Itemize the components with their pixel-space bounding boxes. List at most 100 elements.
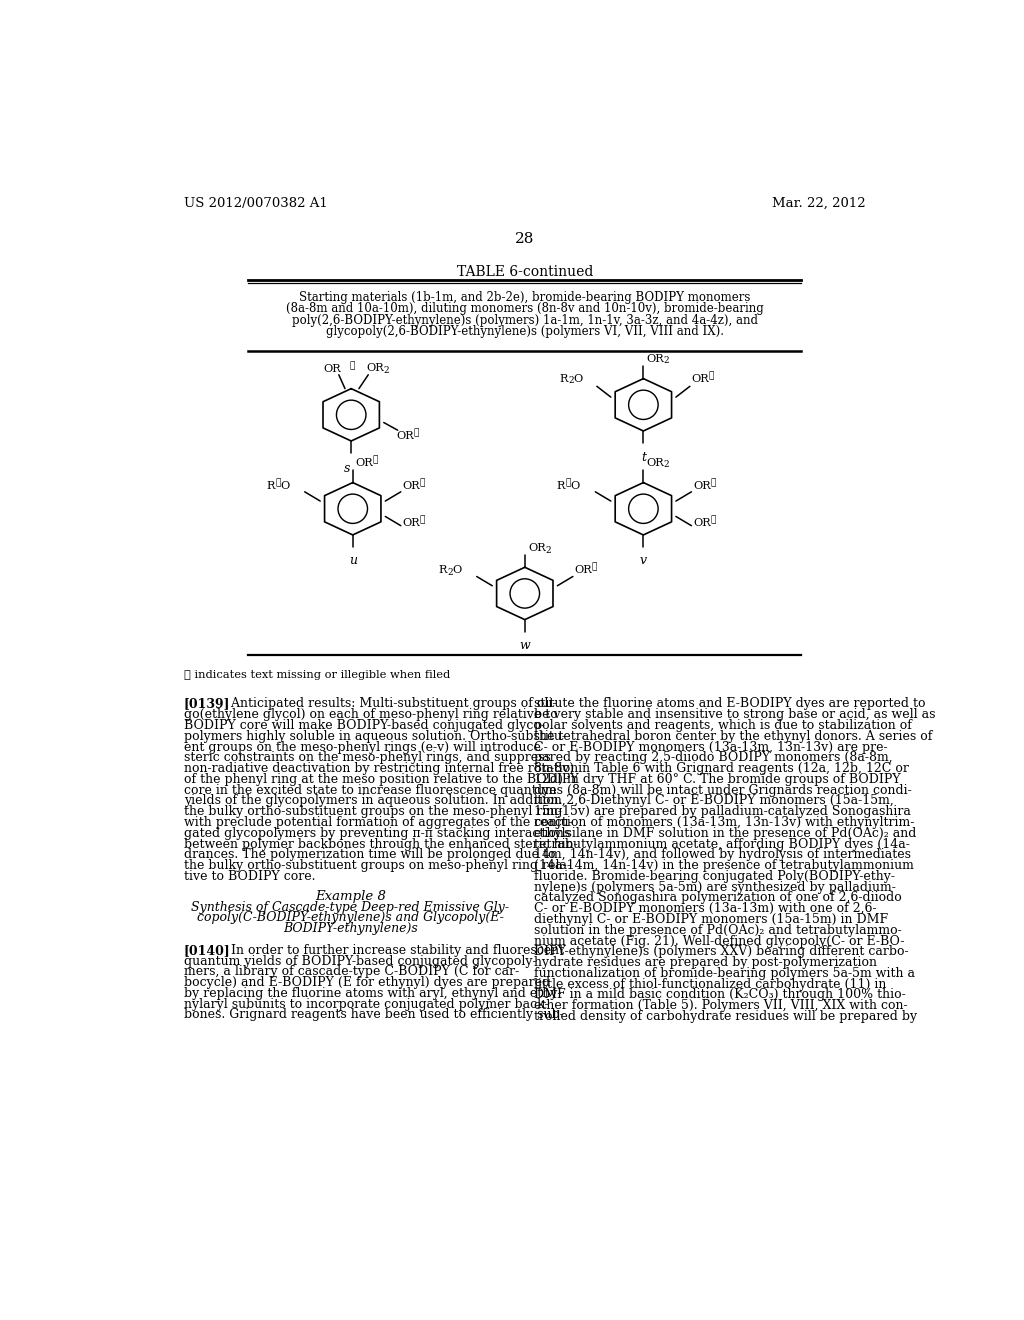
Text: O: O (573, 374, 583, 384)
Text: ent groups on the meso-phenyl rings (e-v) will introduce: ent groups on the meso-phenyl rings (e-v… (183, 741, 541, 754)
Text: dyes (8a-8m) will be intact under Grignards reaction condi-: dyes (8a-8m) will be intact under Grigna… (535, 784, 911, 797)
Text: quantum yields of BODIPY-based conjugated glycopoly-: quantum yields of BODIPY-based conjugate… (183, 954, 537, 968)
Text: hydrate residues are prepared by post-polymerization: hydrate residues are prepared by post-po… (535, 956, 878, 969)
Text: non-radiative deactivation by restricting internal free rotation: non-radiative deactivation by restrictin… (183, 762, 579, 775)
Text: O: O (452, 565, 461, 576)
Text: Anticipated results: Multi-substituent groups of oli-: Anticipated results: Multi-substituent g… (219, 697, 556, 710)
Text: steric constraints on the meso-phenyl rings, and suppress: steric constraints on the meso-phenyl ri… (183, 751, 551, 764)
Text: of the phenyl ring at the meso position relative to the BODIPY: of the phenyl ring at the meso position … (183, 774, 579, 785)
Text: gated glycopolymers by preventing π-π stacking interactions: gated glycopolymers by preventing π-π st… (183, 826, 570, 840)
Text: reaction of monomers (13a-13m, 13n-13v) with ethynyltrim-: reaction of monomers (13a-13m, 13n-13v) … (535, 816, 914, 829)
Text: stitute the fluorine atoms and E-BODIPY dyes are reported to: stitute the fluorine atoms and E-BODIPY … (535, 697, 926, 710)
Text: ⓘ: ⓘ (420, 515, 425, 524)
Text: O: O (280, 480, 289, 491)
Text: ⓘ: ⓘ (373, 455, 378, 463)
Text: [0139]: [0139] (183, 697, 230, 710)
Text: copoly(C-BODIPY-ethynylene)s and Glycopoly(E-: copoly(C-BODIPY-ethynylene)s and Glycopo… (197, 911, 504, 924)
Text: OR: OR (646, 458, 665, 467)
Text: R: R (557, 480, 565, 491)
Text: 15n-15v) are prepared by palladium-catalyzed Sonogashira: 15n-15v) are prepared by palladium-catal… (535, 805, 911, 818)
Text: mers, a library of cascade-type C-BODIPY (C for car-: mers, a library of cascade-type C-BODIPY… (183, 965, 519, 978)
Text: C- or E-BODIPY monomers (13a-13m) with one of 2,6-: C- or E-BODIPY monomers (13a-13m) with o… (535, 903, 877, 915)
Text: s: s (343, 462, 350, 475)
Text: 14m, 14n-14v), and followed by hydrolysis of intermediates: 14m, 14n-14v), and followed by hydrolysi… (535, 849, 911, 862)
Text: DMF in a mild basic condition (K₂CO₃) through 100% thio-: DMF in a mild basic condition (K₂CO₃) th… (535, 989, 906, 1002)
Text: OR: OR (693, 480, 711, 491)
Text: v: v (640, 554, 647, 566)
Text: tetrabutylammonium acetate, affording BODIPY dyes (14a-: tetrabutylammonium acetate, affording BO… (535, 838, 910, 850)
Text: 12d) in dry THF at 60° C. The bromide groups of BODIPY: 12d) in dry THF at 60° C. The bromide gr… (535, 774, 901, 785)
Text: ⓘ indicates text missing or illegible when filed: ⓘ indicates text missing or illegible wh… (183, 669, 451, 680)
Text: u: u (349, 554, 356, 566)
Text: functionalization of bromide-bearing polymers 5a-5m with a: functionalization of bromide-bearing pol… (535, 966, 915, 979)
Text: poly(2,6-BODIPY-ethynylene)s (polymers) 1a-1m, 1n-1v, 3a-3z, and 4a-4z), and: poly(2,6-BODIPY-ethynylene)s (polymers) … (292, 314, 758, 327)
Text: C- or E-BODIPY monomers (13a-13m, 13n-13v) are pre-: C- or E-BODIPY monomers (13a-13m, 13n-13… (535, 741, 888, 754)
Text: trolled density of carbohydrate residues will be prepared by: trolled density of carbohydrate residues… (535, 1010, 918, 1023)
Text: ⓘ: ⓘ (592, 562, 597, 572)
Text: nylene)s (polymers 5a-5m) are synthesized by palladium-: nylene)s (polymers 5a-5m) are synthesize… (535, 880, 896, 894)
Text: diethynyl C- or E-BODIPY monomers (15a-15m) in DMF: diethynyl C- or E-BODIPY monomers (15a-1… (535, 913, 888, 927)
Text: by replacing the fluorine atoms with aryl, ethynyl and ethy-: by replacing the fluorine atoms with ary… (183, 987, 561, 1001)
Text: core in the excited state to increase fluorescence quantum: core in the excited state to increase fl… (183, 784, 556, 797)
Text: OR: OR (574, 565, 592, 576)
Text: OR: OR (646, 354, 665, 363)
Text: the bulky ortho-substituent groups on the meso-phenyl ring: the bulky ortho-substituent groups on th… (183, 805, 562, 818)
Text: w: w (519, 639, 530, 652)
Text: ether formation (Table 5). Polymers VII, VIII, XIX with con-: ether formation (Table 5). Polymers VII,… (535, 999, 907, 1012)
Text: polymers highly soluble in aqueous solution. Ortho-substitu-: polymers highly soluble in aqueous solut… (183, 730, 566, 743)
Text: 2: 2 (447, 568, 453, 577)
Text: solution in the presence of Pd(OAc)₂ and tetrabutylammo-: solution in the presence of Pd(OAc)₂ and… (535, 924, 902, 937)
Text: (8a-8m and 10a-10m), diluting monomers (8n-8v and 10n-10v), bromide-bearing: (8a-8m and 10a-10m), diluting monomers (… (286, 302, 764, 315)
Text: OR: OR (367, 363, 384, 372)
Text: In order to further increase stability and fluorescent: In order to further increase stability a… (219, 944, 564, 957)
Text: ⓘ: ⓘ (709, 371, 714, 380)
Text: 2: 2 (384, 366, 389, 375)
Text: OR: OR (693, 517, 711, 528)
Text: O: O (570, 480, 580, 491)
Text: with preclude potential formation of aggregates of the conju-: with preclude potential formation of agg… (183, 816, 572, 829)
Text: BODIPY core will make BODIPY-based conjugated glyco-: BODIPY core will make BODIPY-based conju… (183, 719, 545, 733)
Text: ethylsilane in DMF solution in the presence of Pd(OAc)₂ and: ethylsilane in DMF solution in the prese… (535, 826, 916, 840)
Text: ⓘ: ⓘ (710, 478, 716, 487)
Text: bones. Grignard reagents have been used to efficiently sub-: bones. Grignard reagents have been used … (183, 1008, 563, 1022)
Text: polar solvents and reagents, which is due to stabilization of: polar solvents and reagents, which is du… (535, 719, 912, 733)
Text: ⓘ: ⓘ (420, 478, 425, 487)
Text: 2: 2 (568, 376, 573, 385)
Text: the bulky ortho-substituent groups on meso-phenyl ring rela-: the bulky ortho-substituent groups on me… (183, 859, 571, 873)
Text: DIPY-ethynylene)s (polymers XXV) bearing different carbo-: DIPY-ethynylene)s (polymers XXV) bearing… (535, 945, 908, 958)
Text: nylaryl subunits to incorporate conjugated polymer back-: nylaryl subunits to incorporate conjugat… (183, 998, 549, 1011)
Text: nium acetate (Fig. 21). Well-defined glycopoly(C- or E-BO-: nium acetate (Fig. 21). Well-defined gly… (535, 935, 904, 948)
Text: tion. 2,6-Diethynyl C- or E-BODIPY monomers (15a-15m,: tion. 2,6-Diethynyl C- or E-BODIPY monom… (535, 795, 894, 808)
Text: pared by reacting 2,5-diiodo BODIPY monomers (8a-8m,: pared by reacting 2,5-diiodo BODIPY mono… (535, 751, 893, 764)
Text: R: R (438, 565, 446, 576)
Text: Synthesis of Cascade-type Deep-red Emissive Gly-: Synthesis of Cascade-type Deep-red Emiss… (191, 900, 510, 913)
Text: [0140]: [0140] (183, 944, 230, 957)
Text: bocycle) and E-BODIPY (E for ethynyl) dyes are prepared: bocycle) and E-BODIPY (E for ethynyl) dy… (183, 977, 550, 989)
Text: 2: 2 (545, 546, 551, 554)
Text: ⓘ: ⓘ (349, 362, 355, 370)
Text: OR: OR (528, 543, 546, 553)
Text: fluoride. Bromide-bearing conjugated Poly(BODIPY-ethy-: fluoride. Bromide-bearing conjugated Pol… (535, 870, 895, 883)
Text: glycopoly(2,6-BODIPY-ethynylene)s (polymers VI, VII, VIII and IX).: glycopoly(2,6-BODIPY-ethynylene)s (polym… (326, 326, 724, 338)
Text: R: R (560, 374, 568, 384)
Text: BODIPY-ethynylene)s: BODIPY-ethynylene)s (283, 923, 418, 936)
Text: go(ethylene glycol) on each of meso-phenyl ring relative to: go(ethylene glycol) on each of meso-phen… (183, 708, 557, 721)
Text: OR: OR (402, 480, 420, 491)
Text: US 2012/0070382 A1: US 2012/0070382 A1 (183, 197, 328, 210)
Text: OR: OR (691, 374, 710, 384)
Text: ⓘ: ⓘ (414, 428, 419, 437)
Text: Example 8: Example 8 (315, 890, 386, 903)
Text: tive to BODIPY core.: tive to BODIPY core. (183, 870, 315, 883)
Text: 2: 2 (664, 356, 669, 366)
Text: Starting materials (1b-1m, and 2b-2e), bromide-bearing BODIPY monomers: Starting materials (1b-1m, and 2b-2e), b… (299, 290, 751, 304)
Text: yields of the glycopolymers in aqueous solution. In addition,: yields of the glycopolymers in aqueous s… (183, 795, 565, 808)
Text: ⓘ: ⓘ (275, 478, 281, 487)
Text: catalyzed Sonogashira polymerization of one of 2,6-diiodo: catalyzed Sonogashira polymerization of … (535, 891, 902, 904)
Text: 8n-8v) in Table 6 with Grignard reagents (12a, 12b, 12C or: 8n-8v) in Table 6 with Grignard reagents… (535, 762, 909, 775)
Text: Mar. 22, 2012: Mar. 22, 2012 (772, 197, 866, 210)
Text: ⓘ: ⓘ (710, 515, 716, 524)
Text: 2: 2 (664, 461, 669, 470)
Text: 28: 28 (515, 232, 535, 247)
Text: ⓘ: ⓘ (566, 478, 571, 487)
Text: the tetrahedral boron center by the ethynyl donors. A series of: the tetrahedral boron center by the ethy… (535, 730, 933, 743)
